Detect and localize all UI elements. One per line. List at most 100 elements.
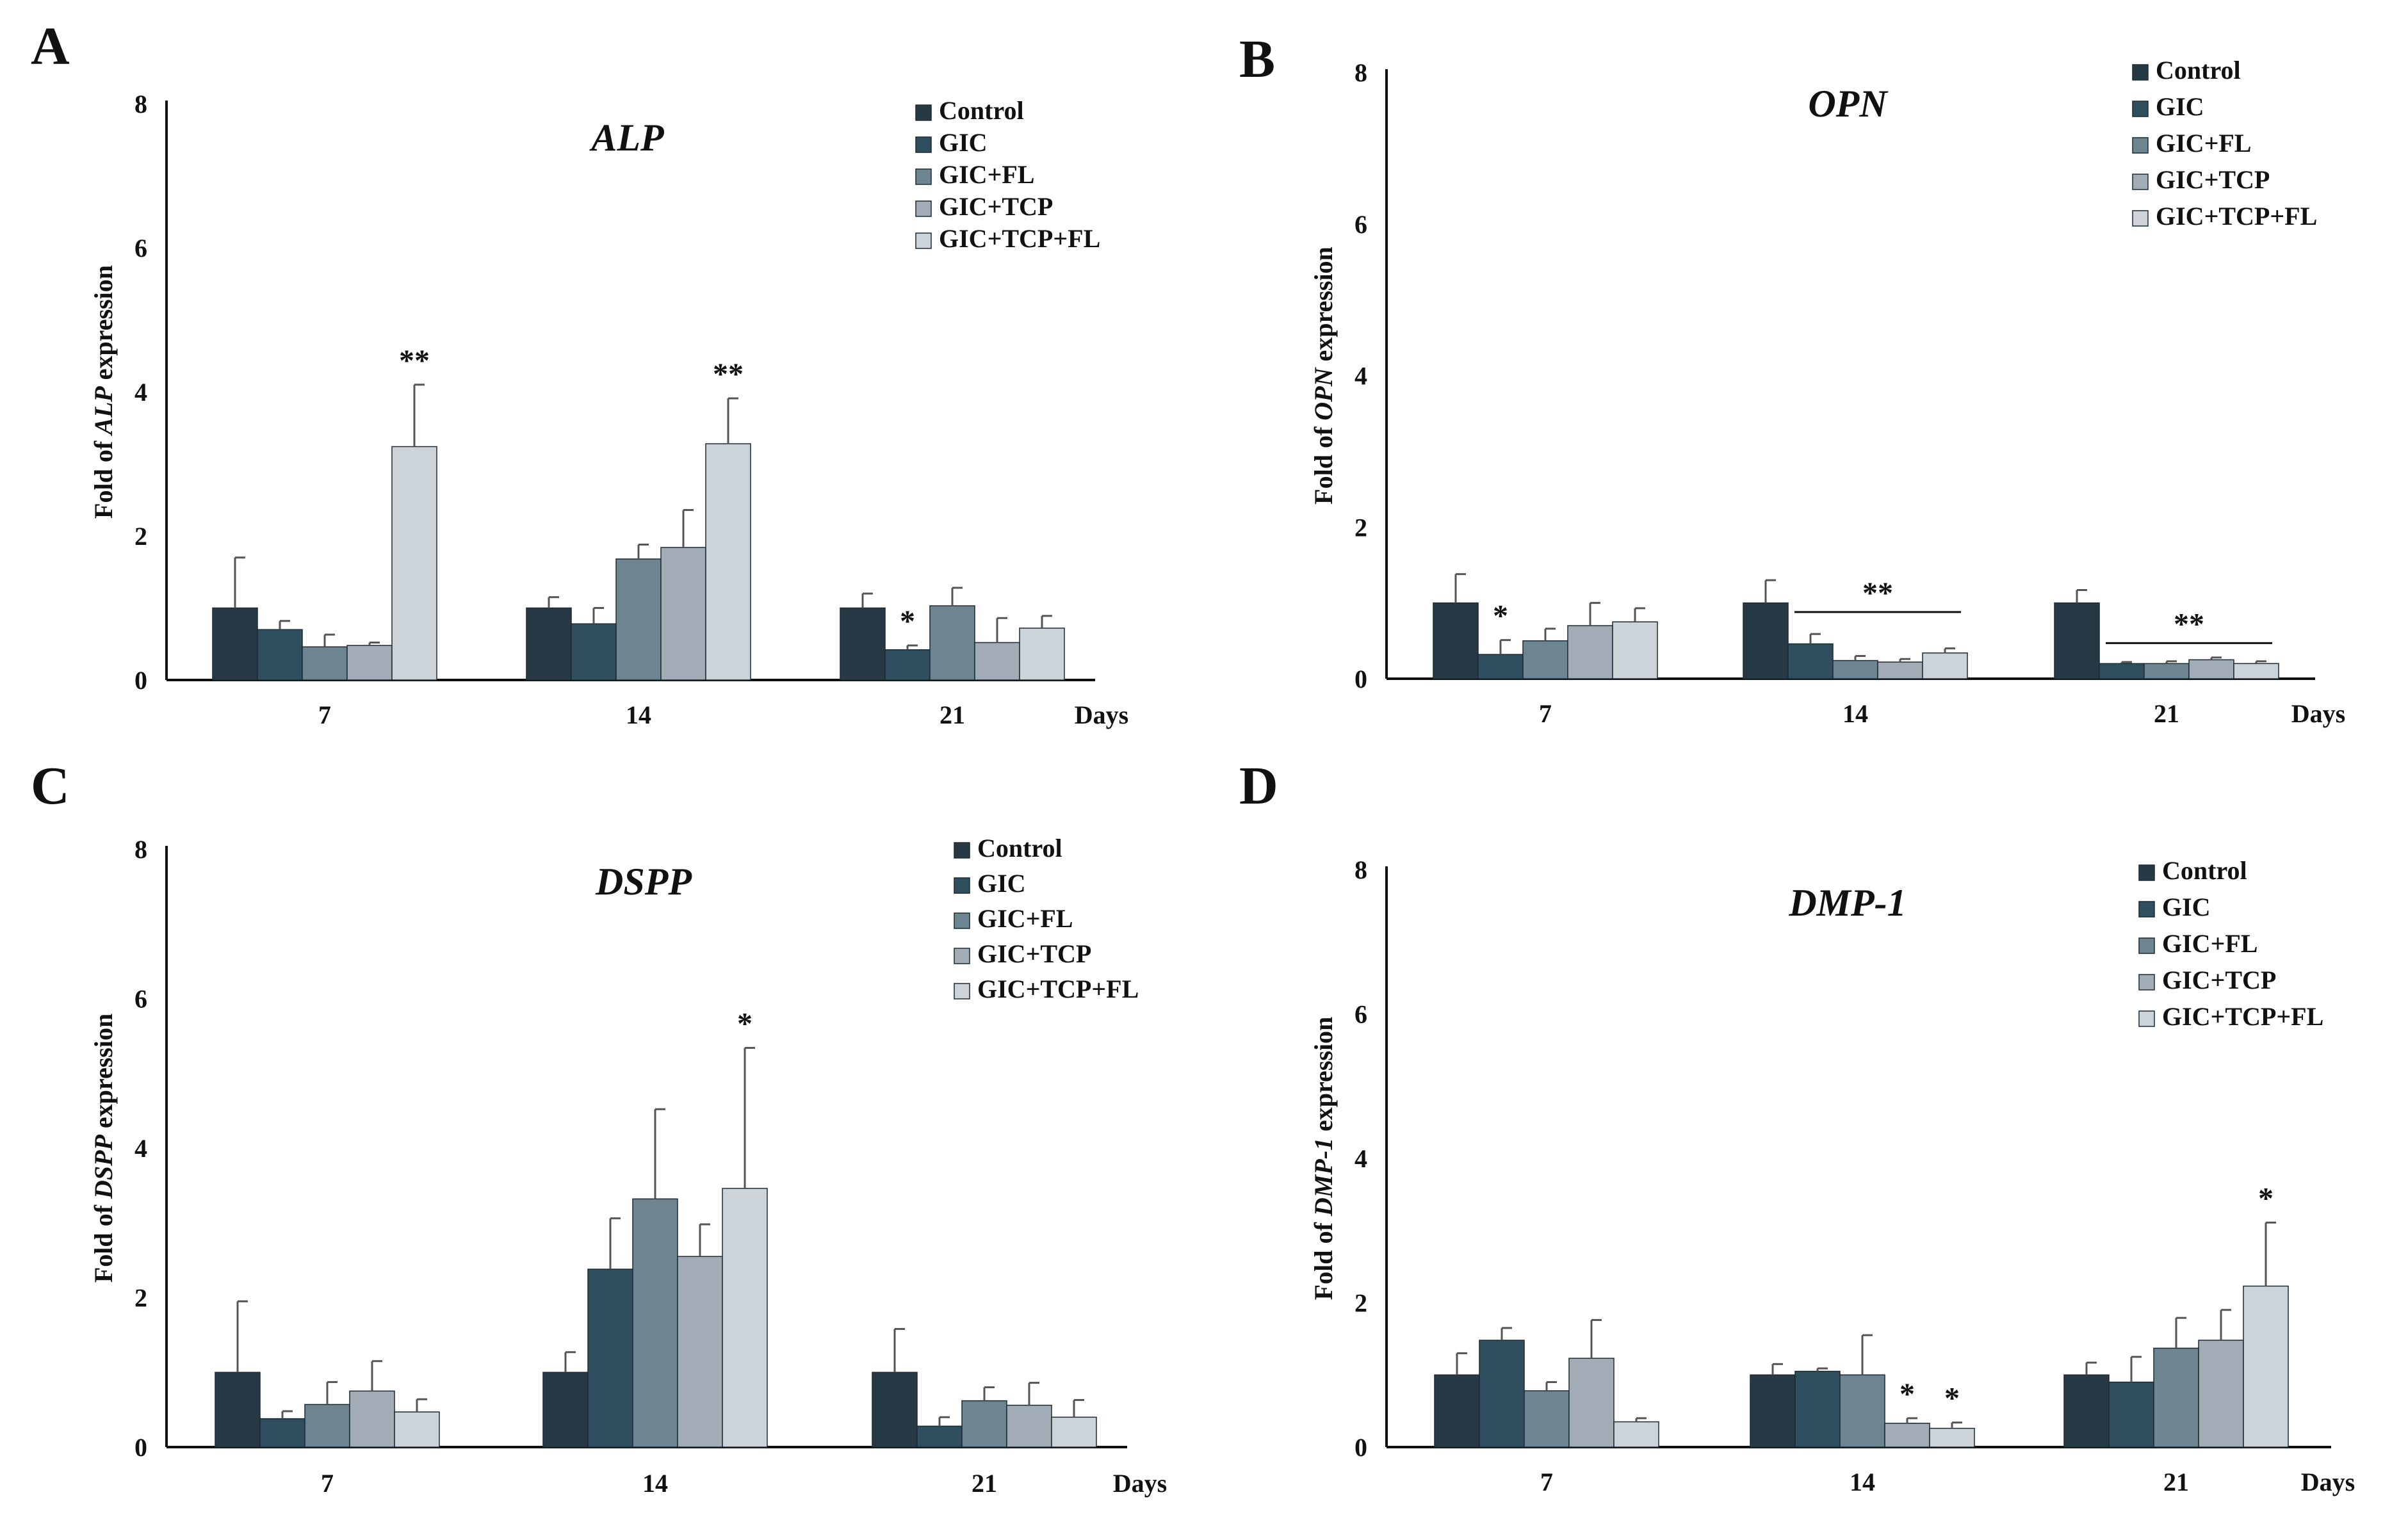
- y-tick-label: 6: [134, 985, 147, 1014]
- bar: [542, 1372, 589, 1448]
- y-axis-label: Fold of OPN expression: [1309, 247, 1338, 505]
- significance-mark: **: [713, 357, 744, 391]
- significance-mark: *: [1944, 1382, 1960, 1416]
- legend-label: Control: [2156, 56, 2241, 85]
- y-tick-label: 0: [134, 1433, 147, 1462]
- bar: [722, 1188, 768, 1448]
- legend-swatch: [2132, 101, 2149, 117]
- legend-label: GIC: [2156, 92, 2204, 121]
- bar: [840, 607, 886, 681]
- bar: [2188, 659, 2234, 679]
- y-tick-label: 8: [134, 835, 147, 864]
- bar: [349, 1390, 395, 1448]
- x-tick-label: 14: [1843, 699, 1868, 728]
- y-axis-label-gene: DSPP: [89, 1135, 118, 1200]
- bar: [961, 1400, 1007, 1448]
- bar: [1006, 1404, 1052, 1448]
- y-axis-label: Fold of DMP-1 expression: [1309, 1017, 1338, 1300]
- legend: Control GIC GIC+FL GIC+TCP GIC+TCP+FL: [2132, 56, 2317, 231]
- y-axis-label-prefix: Fold of: [89, 435, 118, 519]
- chart-title: ALP: [589, 117, 665, 159]
- bar: [1922, 652, 1968, 679]
- legend-swatch: [2138, 974, 2155, 991]
- y-tick-label: 8: [1354, 58, 1367, 87]
- y-axis-label-suffix: expression: [1309, 1017, 1338, 1138]
- legend-label: Control: [977, 834, 1062, 862]
- legend-swatch: [915, 168, 932, 185]
- y-axis-label: Fold of DSPP expression: [89, 1014, 118, 1283]
- bar: [615, 558, 662, 681]
- legend-label: GIC+TCP+FL: [939, 224, 1100, 253]
- x-tick-label: 7: [1540, 1468, 1553, 1496]
- bar: [1434, 1374, 1480, 1448]
- x-tick-label: 21: [972, 1469, 997, 1498]
- significance-mark: **: [399, 344, 430, 378]
- bar: [257, 629, 303, 681]
- legend-label: Control: [2162, 856, 2247, 885]
- bar: [215, 1372, 261, 1448]
- bar: [1479, 1340, 1525, 1448]
- bar: [1051, 1416, 1097, 1448]
- x-axis-label: Days: [1113, 1469, 1167, 1498]
- bar: [872, 1372, 918, 1448]
- legend-swatch: [915, 200, 932, 217]
- y-tick-label: 8: [1354, 855, 1367, 884]
- y-axis-label-prefix: Fold of: [1309, 421, 1338, 505]
- bar: [1794, 1370, 1841, 1448]
- x-axis-label: Days: [1075, 700, 1128, 729]
- significance-mark: *: [1493, 599, 1508, 633]
- y-tick-label: 0: [1354, 665, 1367, 693]
- y-tick-label: 0: [134, 666, 147, 695]
- bar: [1433, 602, 1479, 679]
- bar: [1929, 1427, 1975, 1448]
- significance-mark: **: [2174, 607, 2204, 641]
- legend-label: GIC+TCP+FL: [2156, 202, 2317, 231]
- bar: [1743, 602, 1789, 679]
- x-tick-label: 14: [1850, 1468, 1875, 1496]
- y-tick-label: 4: [134, 378, 147, 407]
- y-tick-label: 4: [1354, 1144, 1367, 1173]
- y-axis-label-gene: ALP: [89, 386, 118, 437]
- legend: Control GIC GIC+FL GIC+TCP GIC+TCP+FL: [2138, 856, 2323, 1031]
- bar: [1884, 1423, 1930, 1448]
- bar: [1567, 625, 1613, 679]
- significance-mark: *: [737, 1007, 752, 1041]
- y-tick-label: 8: [134, 90, 147, 118]
- significance-mark: **: [1862, 576, 1893, 610]
- chart-title: DMP-1: [1788, 882, 1906, 924]
- legend-label: GIC: [2162, 893, 2211, 921]
- y-axis-label-prefix: Fold of: [1309, 1216, 1338, 1300]
- y-tick-label: 0: [1354, 1433, 1367, 1462]
- y-tick-label: 2: [1354, 513, 1367, 542]
- y-axis-label-prefix: Fold of: [89, 1199, 118, 1283]
- bar: [677, 1256, 723, 1448]
- legend: Control GIC GIC+FL GIC+TCP GIC+TCP+FL: [954, 834, 1139, 1003]
- bar: [1477, 654, 1524, 679]
- bar: [2099, 663, 2145, 679]
- bar: [1787, 643, 1834, 679]
- y-tick-label: 6: [1354, 210, 1367, 239]
- y-axis-label: Fold of ALP expression: [89, 265, 118, 519]
- legend-swatch: [954, 983, 970, 1000]
- bar: [1839, 1374, 1885, 1448]
- legend-label: GIC: [939, 128, 988, 157]
- bar: [394, 1411, 440, 1448]
- legend-label: GIC+TCP: [939, 192, 1053, 221]
- x-tick-label: 21: [2163, 1468, 2189, 1496]
- panel-letter: B: [1239, 29, 1275, 89]
- chart-title: OPN: [1808, 83, 1889, 125]
- bar: [974, 642, 1020, 681]
- bar: [1750, 1374, 1796, 1448]
- bar: [660, 547, 706, 681]
- bar: [212, 607, 258, 681]
- bar: [916, 1425, 963, 1448]
- bar: [2153, 1347, 2199, 1448]
- x-tick-label: 14: [626, 700, 651, 729]
- y-tick-label: 4: [134, 1134, 147, 1163]
- bar: [1832, 660, 1878, 679]
- panel-letter: A: [31, 17, 70, 76]
- panel-letter: D: [1239, 756, 1278, 816]
